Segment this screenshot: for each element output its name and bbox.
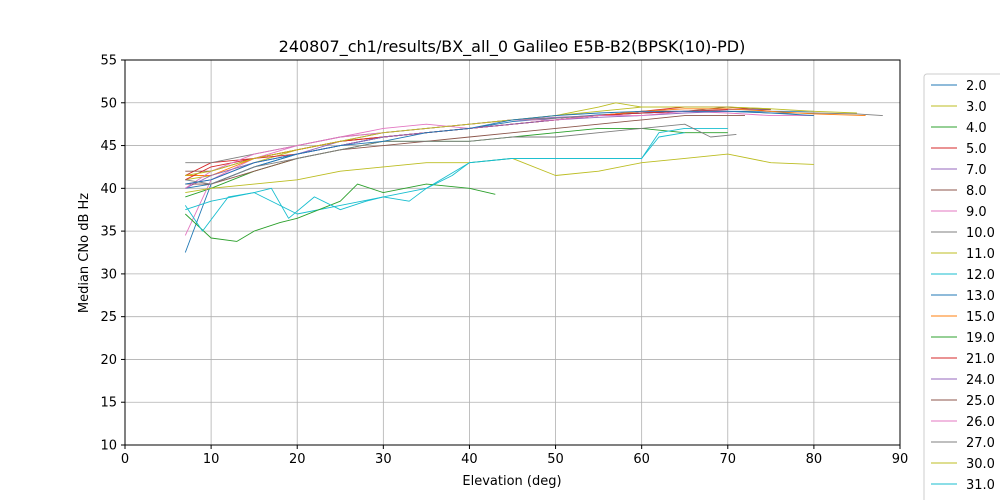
legend-label: 3.0 [966, 100, 987, 115]
y-tick-label: 20 [100, 353, 117, 368]
x-tick-label: 80 [806, 452, 823, 467]
legend-label: 26.0 [966, 415, 995, 430]
legend-label: 21.0 [966, 352, 995, 367]
y-tick-label: 35 [100, 225, 117, 240]
legend-label: 5.0 [966, 142, 987, 157]
x-tick-label: 40 [461, 452, 478, 467]
legend-label: 10.0 [966, 226, 995, 241]
series-line-30-0 [185, 102, 771, 176]
x-tick-label: 60 [633, 452, 650, 467]
plot-frame [124, 59, 901, 446]
y-tick-label: 55 [100, 54, 117, 69]
legend-label: 9.0 [966, 205, 987, 220]
y-axis-label: Median CNo dB Hz [77, 193, 92, 313]
legend-label: 11.0 [966, 247, 995, 262]
legend-label: 4.0 [966, 121, 987, 136]
series-line-27-0 [185, 123, 737, 185]
x-tick-label: 20 [289, 452, 306, 467]
chart-title: 240807_ch1/results/BX_all_0 Galileo E5B-… [279, 37, 746, 57]
legend-label: 27.0 [966, 436, 995, 451]
legend-label: 19.0 [966, 331, 995, 346]
legend-label: 13.0 [966, 289, 995, 304]
series-line-31-0 [184, 132, 685, 232]
y-tick-label: 50 [100, 96, 117, 111]
series-line-25-0 [185, 115, 745, 185]
x-tick-label: 70 [720, 452, 737, 467]
legend-label: 8.0 [966, 184, 987, 199]
legend-label: 31.0 [966, 478, 995, 493]
x-axis-label: Elevation (deg) [462, 474, 561, 489]
x-tick-label: 30 [375, 452, 392, 467]
series-group [184, 102, 883, 253]
legend-label: 30.0 [966, 457, 995, 472]
legend-label: 25.0 [966, 394, 995, 409]
y-tick-label: 10 [100, 439, 117, 454]
legend-label: 7.0 [966, 163, 987, 178]
legend-label: 24.0 [966, 373, 995, 388]
y-tick-label: 25 [100, 310, 117, 325]
x-tick-label: 0 [121, 452, 129, 467]
x-tick-label: 90 [892, 452, 909, 467]
legend-label: 2.0 [966, 79, 987, 94]
y-tick-label: 30 [100, 267, 117, 282]
ticks: 0 10 20 30 40 50 60 70 80 90 10 15 20 25 30 35 40 45 50 55 [100, 54, 908, 468]
y-tick-label: 45 [100, 139, 117, 154]
series-line-33-0 [185, 110, 814, 185]
legend-label: 15.0 [966, 310, 995, 325]
legend: 2.0 3.0 4.0 5.0 7.0 8.0 9.0 10.0 11.0 12.0 13.0 15.… [923, 73, 1000, 500]
x-tick-label: 10 [203, 452, 220, 467]
legend-box [923, 73, 1000, 500]
y-tick-label: 40 [100, 182, 117, 197]
x-tick-label: 50 [547, 452, 564, 467]
legend-label: 12.0 [966, 268, 995, 283]
y-tick-label: 15 [100, 396, 117, 411]
